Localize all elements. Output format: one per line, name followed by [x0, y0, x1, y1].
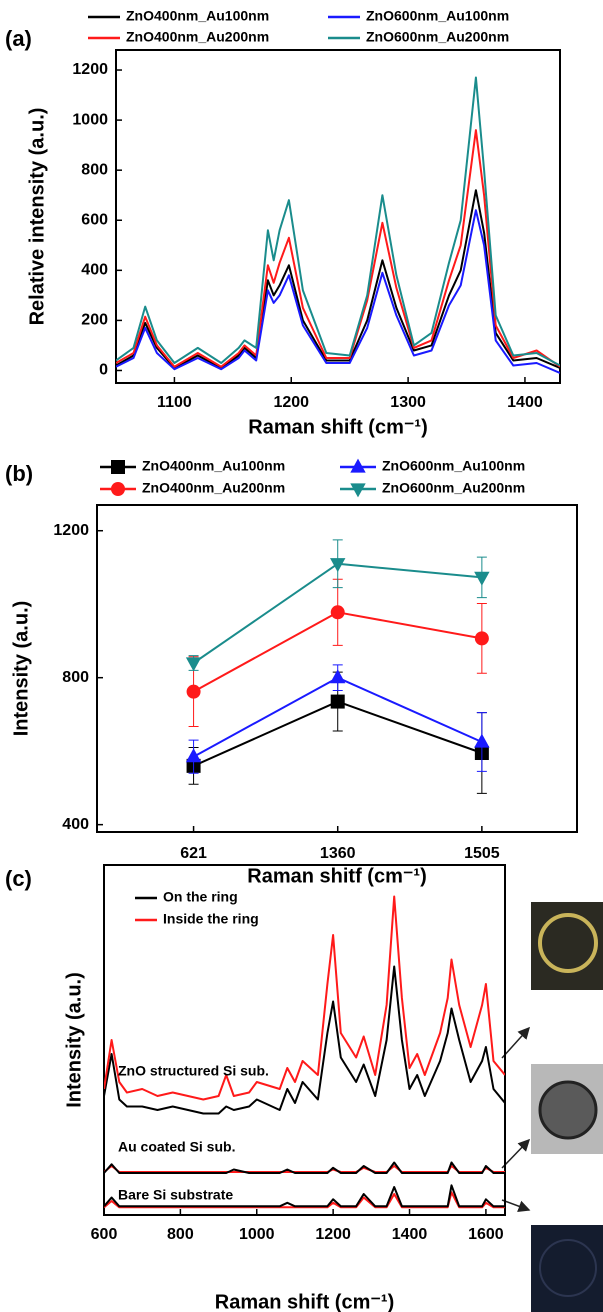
y-axis-label: Intensity (a.u.)	[63, 972, 85, 1108]
plot-area	[185, 539, 490, 794]
arrow	[501, 1138, 531, 1169]
photo-au-coated	[531, 1064, 603, 1154]
y-tick-label: 600	[81, 211, 108, 228]
trace	[104, 1165, 505, 1173]
photo-bare-si	[531, 1225, 603, 1312]
series-line	[116, 76, 560, 367]
legend-marker	[350, 483, 366, 498]
y-tick-label: 800	[81, 161, 108, 178]
marker	[330, 605, 345, 620]
trace	[104, 1161, 505, 1174]
legend-label: ZnO600nm_Au200nm	[366, 29, 509, 45]
legend-label: ZnO600nm_Au100nm	[366, 8, 509, 24]
series-line	[116, 209, 560, 374]
plot-frame	[96, 504, 578, 833]
marker	[474, 631, 489, 646]
panel-label: (b)	[5, 461, 33, 486]
legend-marker	[350, 458, 366, 473]
marker	[330, 694, 345, 709]
plot-frame	[103, 864, 506, 1216]
marker	[186, 684, 201, 699]
marker	[185, 748, 202, 763]
x-tick-label: 800	[167, 1226, 194, 1243]
legend-label: ZnO400nm_Au100nm	[142, 458, 285, 474]
x-axis-label: Raman shift (cm⁻¹)	[215, 1291, 394, 1312]
y-tick-label: 1200	[53, 522, 89, 539]
legend-label: ZnO600nm_Au200nm	[382, 480, 525, 496]
series-line	[116, 129, 560, 368]
x-tick-label: 1400	[507, 394, 543, 411]
plot-frame	[115, 49, 561, 384]
y-tick-label: 1200	[72, 61, 108, 78]
legend-label: ZnO400nm_Au200nm	[126, 29, 269, 45]
panel-label: (a)	[5, 26, 32, 51]
x-tick-label: 621	[180, 845, 207, 862]
plot-area	[104, 895, 505, 1209]
marker	[330, 669, 346, 684]
annotation: Bare Si substrate	[118, 1187, 233, 1203]
arrow	[501, 1026, 531, 1059]
trace	[104, 1184, 505, 1208]
legend-label: ZnO400nm_Au100nm	[126, 8, 269, 24]
photo-ring	[531, 902, 603, 990]
y-tick-label: 200	[81, 312, 108, 329]
x-tick-label: 1400	[392, 1226, 428, 1243]
marker	[330, 558, 346, 573]
x-tick-label: 1100	[157, 394, 192, 411]
x-tick-label: 1600	[468, 1226, 504, 1243]
series-line	[104, 965, 505, 1115]
legend-label: Inside the ring	[163, 911, 259, 927]
series-line	[104, 895, 505, 1101]
y-axis-label: Intensity (a.u.)	[10, 601, 32, 737]
legend-label: On the ring	[163, 889, 238, 905]
y-tick-label: 800	[62, 669, 89, 686]
panel-label: (c)	[5, 866, 32, 891]
series-line	[116, 189, 560, 369]
plot-area	[116, 76, 560, 374]
y-tick-label: 0	[99, 362, 108, 379]
y-tick-label: 400	[81, 262, 108, 279]
y-tick-label: 1000	[72, 111, 108, 128]
marker	[474, 571, 490, 586]
arrow	[501, 1199, 531, 1212]
marker	[474, 733, 490, 748]
y-tick-label: 400	[62, 816, 89, 833]
annotation: ZnO structured Si sub.	[118, 1063, 269, 1079]
x-tick-label: 1505	[464, 845, 500, 862]
annotation: Au coated Si sub.	[118, 1139, 235, 1155]
legend-marker	[111, 482, 125, 496]
x-tick-label: 600	[91, 1226, 118, 1243]
x-tick-label: 1000	[239, 1226, 275, 1243]
x-tick-label: 1360	[320, 845, 356, 862]
x-tick-label: 1300	[390, 394, 426, 411]
x-tick-label: 1200	[273, 394, 309, 411]
legend-label: ZnO400nm_Au200nm	[142, 480, 285, 496]
x-axis-label: Raman shitf (cm⁻¹)	[247, 865, 426, 887]
y-axis-label: Relative intensity (a.u.)	[26, 108, 48, 326]
legend-marker	[111, 460, 125, 474]
x-axis-label: Raman shift (cm⁻¹)	[248, 416, 427, 438]
legend-label: ZnO600nm_Au100nm	[382, 458, 525, 474]
marker	[185, 657, 202, 672]
x-tick-label: 1200	[315, 1226, 351, 1243]
